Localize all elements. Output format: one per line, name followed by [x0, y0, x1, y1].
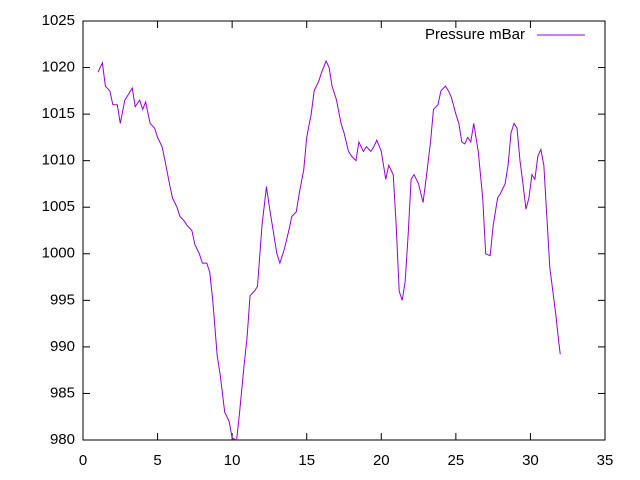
x-tick-label: 25: [448, 452, 465, 469]
plot-border: [82, 20, 606, 441]
x-tick-label: 5: [153, 452, 161, 469]
y-tick-label: 1025: [42, 12, 75, 29]
x-tick-label: 30: [522, 452, 539, 469]
x-tick-label: 15: [298, 452, 315, 469]
y-tick-label: 1015: [42, 105, 75, 122]
x-tick-label: 35: [597, 452, 614, 469]
y-tick-label: 990: [50, 338, 75, 355]
y-tick-label: 985: [50, 384, 75, 401]
y-tick-label: 980: [50, 431, 75, 448]
x-tick-label: 0: [79, 452, 87, 469]
y-tick-label: 1005: [42, 198, 75, 215]
y-tick-label: 1010: [42, 152, 75, 169]
y-tick-label: 1020: [42, 59, 75, 76]
x-tick-label: 10: [224, 452, 241, 469]
legend-label: Pressure mBar: [425, 26, 525, 43]
y-tick-label: 995: [50, 291, 75, 308]
x-tick-label: 20: [373, 452, 390, 469]
y-tick-label: 1000: [42, 245, 75, 262]
line: [97, 59, 561, 441]
